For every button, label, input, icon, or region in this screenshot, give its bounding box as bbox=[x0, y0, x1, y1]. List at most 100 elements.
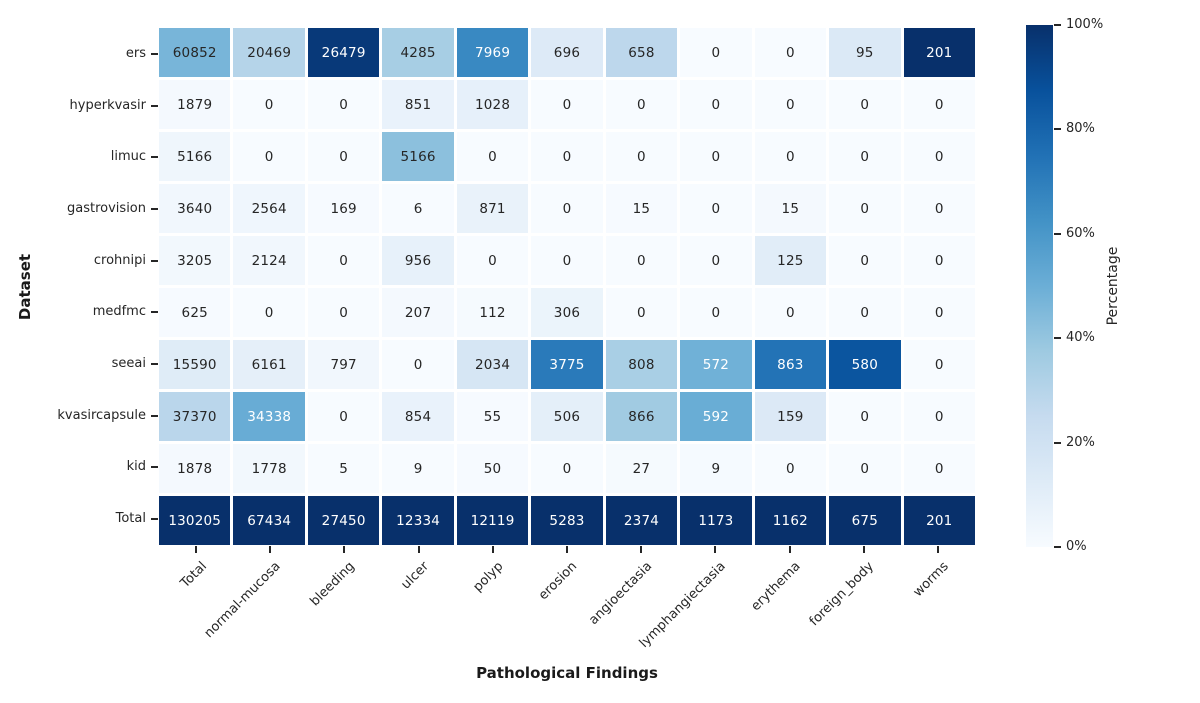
heatmap-cell-Total-bleeding: 27450 bbox=[307, 496, 380, 545]
heatmap-cell-ers-erythema: 0 bbox=[754, 28, 827, 77]
heatmap-cell-crohnipi-lymphangiectasia: 0 bbox=[680, 236, 752, 285]
heatmap-cell-ers-foreign_body: 95 bbox=[829, 28, 901, 77]
y-tick bbox=[151, 156, 158, 159]
heatmap-cell-hyperkvasir-erythema: 0 bbox=[754, 80, 827, 129]
colorbar-tick-label-80%: 80% bbox=[1066, 121, 1095, 137]
colorbar-tick bbox=[1054, 441, 1061, 444]
heatmap-cell-hyperkvasir-Total: 1879 bbox=[159, 80, 231, 129]
heatmap-cell-ers-ulcer: 4285 bbox=[382, 28, 454, 77]
heatmap-cell-hyperkvasir-lymphangiectasia: 0 bbox=[680, 80, 752, 129]
heatmap-cell-seeai-ulcer: 0 bbox=[382, 340, 454, 389]
heatmap-cell-limuc-bleeding: 0 bbox=[307, 132, 380, 181]
heatmap-cell-kvasircapsule-foreign_body: 0 bbox=[829, 392, 901, 441]
heatmap-cell-kid-worms: 0 bbox=[903, 444, 975, 493]
heatmap-cell-Total-erosion: 5283 bbox=[531, 496, 603, 545]
heatmap-cell-kvasircapsule-normal-mucosa: 34338 bbox=[233, 392, 305, 441]
heatmap-cell-ers-lymphangiectasia: 0 bbox=[680, 28, 752, 77]
heatmap-cell-seeai-lymphangiectasia: 572 bbox=[680, 340, 752, 389]
colorbar-tick bbox=[1054, 128, 1061, 131]
column-label-angioectasia: angioectasia bbox=[585, 559, 655, 629]
heatmap-cell-gastrovision-lymphangiectasia: 0 bbox=[680, 184, 752, 233]
x-tick bbox=[640, 546, 643, 553]
y-tick bbox=[151, 363, 158, 366]
row-label-limuc: limuc bbox=[110, 149, 146, 165]
x-tick bbox=[195, 546, 198, 553]
x-axis-title: Pathological Findings bbox=[476, 664, 658, 682]
heatmap-cell-medfmc-ulcer: 207 bbox=[382, 288, 454, 337]
heatmap-cell-limuc-foreign_body: 0 bbox=[829, 132, 901, 181]
column-label-bleeding: bleeding bbox=[307, 559, 359, 610]
colorbar-title: Percentage bbox=[1105, 246, 1121, 326]
x-tick bbox=[417, 546, 420, 553]
heatmap-cell-kid-lymphangiectasia: 9 bbox=[680, 444, 752, 493]
y-tick bbox=[151, 518, 158, 521]
heatmap-cell-kvasircapsule-worms: 0 bbox=[903, 392, 975, 441]
heatmap-cell-Total-polyp: 12119 bbox=[456, 496, 529, 545]
heatmap-cell-crohnipi-worms: 0 bbox=[903, 236, 975, 285]
heatmap-cell-limuc-Total: 5166 bbox=[159, 132, 231, 181]
heatmap-cell-kid-erosion: 0 bbox=[531, 444, 603, 493]
heatmap-cell-limuc-worms: 0 bbox=[903, 132, 975, 181]
y-tick bbox=[151, 466, 158, 469]
heatmap-cell-seeai-polyp: 2034 bbox=[456, 340, 529, 389]
heatmap-cell-medfmc-worms: 0 bbox=[903, 288, 975, 337]
heatmap-cell-gastrovision-erythema: 15 bbox=[754, 184, 827, 233]
y-tick bbox=[151, 259, 158, 262]
heatmap-cell-seeai-erosion: 3775 bbox=[531, 340, 603, 389]
heatmap-cell-ers-worms: 201 bbox=[903, 28, 975, 77]
heatmap-cell-kid-polyp: 50 bbox=[456, 444, 529, 493]
heatmap-cell-ers-Total: 60852 bbox=[159, 28, 231, 77]
heatmap-cell-hyperkvasir-angioectasia: 0 bbox=[605, 80, 678, 129]
colorbar-tick-label-40%: 40% bbox=[1066, 330, 1095, 346]
heatmap-cell-kvasircapsule-erosion: 506 bbox=[531, 392, 603, 441]
heatmap-cell-limuc-erythema: 0 bbox=[754, 132, 827, 181]
heatmap-cell-kvasircapsule-lymphangiectasia: 592 bbox=[680, 392, 752, 441]
column-label-polyp: polyp bbox=[470, 559, 507, 595]
heatmap-cell-seeai-bleeding: 797 bbox=[307, 340, 380, 389]
heatmap-cell-hyperkvasir-worms: 0 bbox=[903, 80, 975, 129]
x-tick bbox=[269, 546, 272, 553]
heatmap-cell-medfmc-foreign_body: 0 bbox=[829, 288, 901, 337]
x-tick bbox=[862, 546, 865, 553]
colorbar-gradient bbox=[1026, 25, 1053, 547]
heatmap-cell-kvasircapsule-Total: 37370 bbox=[159, 392, 231, 441]
row-label-medfmc: medfmc bbox=[92, 304, 146, 320]
heatmap-cell-gastrovision-foreign_body: 0 bbox=[829, 184, 901, 233]
heatmap-cell-ers-normal-mucosa: 20469 bbox=[233, 28, 305, 77]
heatmap-cell-Total-Total: 130205 bbox=[159, 496, 231, 545]
heatmap-cell-Total-foreign_body: 675 bbox=[829, 496, 901, 545]
row-label-ers: ers bbox=[125, 45, 146, 61]
heatmap-cell-kvasircapsule-erythema: 159 bbox=[754, 392, 827, 441]
heatmap-cell-Total-normal-mucosa: 67434 bbox=[233, 496, 305, 545]
heatmap-cell-ers-bleeding: 26479 bbox=[307, 28, 380, 77]
column-label-erosion: erosion bbox=[536, 559, 581, 604]
colorbar-tick bbox=[1054, 24, 1061, 26]
column-label-worms: worms bbox=[910, 559, 952, 601]
heatmap-cell-Total-worms: 201 bbox=[903, 496, 975, 545]
colorbar-tick-label-0%: 0% bbox=[1066, 539, 1087, 554]
colorbar-tick-label-20%: 20% bbox=[1066, 434, 1095, 450]
heatmap-cell-seeai-erythema: 863 bbox=[754, 340, 827, 389]
heatmap-cell-seeai-foreign_body: 580 bbox=[829, 340, 901, 389]
heatmap-cell-hyperkvasir-erosion: 0 bbox=[531, 80, 603, 129]
row-label-kvasircapsule: kvasircapsule bbox=[57, 407, 146, 423]
heatmap-cell-kid-normal-mucosa: 1778 bbox=[233, 444, 305, 493]
heatmap-cell-limuc-erosion: 0 bbox=[531, 132, 603, 181]
heatmap-cell-kvasircapsule-ulcer: 854 bbox=[382, 392, 454, 441]
heatmap-cell-Total-lymphangiectasia: 1173 bbox=[680, 496, 752, 545]
heatmap-cell-Total-ulcer: 12334 bbox=[382, 496, 454, 545]
heatmap-cell-medfmc-erosion: 306 bbox=[531, 288, 603, 337]
heatmap-cell-crohnipi-normal-mucosa: 2124 bbox=[233, 236, 305, 285]
heatmap-cell-crohnipi-Total: 3205 bbox=[159, 236, 231, 285]
heatmap-cell-medfmc-Total: 625 bbox=[159, 288, 231, 337]
column-label-erythema: erythema bbox=[747, 559, 804, 615]
heatmap-cell-limuc-ulcer: 5166 bbox=[382, 132, 454, 181]
heatmap-cell-crohnipi-ulcer: 956 bbox=[382, 236, 454, 285]
heatmap-cell-kvasircapsule-polyp: 55 bbox=[456, 392, 529, 441]
heatmap-cell-kvasircapsule-angioectasia: 866 bbox=[605, 392, 678, 441]
heatmap-cell-medfmc-normal-mucosa: 0 bbox=[233, 288, 305, 337]
heatmap-cell-gastrovision-ulcer: 6 bbox=[382, 184, 454, 233]
heatmap-cell-medfmc-erythema: 0 bbox=[754, 288, 827, 337]
heatmap-cell-ers-angioectasia: 658 bbox=[605, 28, 678, 77]
